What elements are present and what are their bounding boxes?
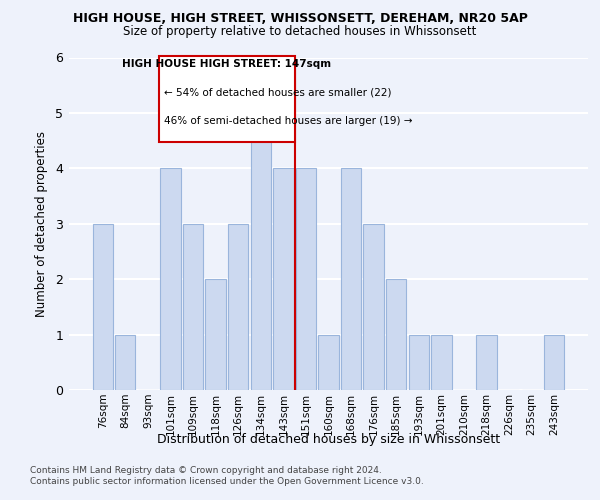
Bar — [251, 113, 271, 390]
Bar — [409, 334, 429, 390]
Bar — [115, 334, 136, 390]
Bar — [431, 334, 452, 390]
Bar — [296, 168, 316, 390]
Bar — [476, 334, 497, 390]
Text: HIGH HOUSE, HIGH STREET, WHISSONSETT, DEREHAM, NR20 5AP: HIGH HOUSE, HIGH STREET, WHISSONSETT, DE… — [73, 12, 527, 26]
Text: Contains HM Land Registry data © Crown copyright and database right 2024.: Contains HM Land Registry data © Crown c… — [30, 466, 382, 475]
Bar — [341, 168, 361, 390]
Bar — [319, 334, 338, 390]
Bar — [544, 334, 565, 390]
Text: Contains public sector information licensed under the Open Government Licence v3: Contains public sector information licen… — [30, 478, 424, 486]
Bar — [160, 168, 181, 390]
Bar — [386, 279, 406, 390]
Bar — [205, 279, 226, 390]
Bar — [228, 224, 248, 390]
FancyBboxPatch shape — [159, 56, 295, 142]
Text: 46% of semi-detached houses are larger (19) →: 46% of semi-detached houses are larger (… — [164, 116, 412, 126]
Bar — [364, 224, 384, 390]
Text: Distribution of detached houses by size in Whissonsett: Distribution of detached houses by size … — [157, 432, 500, 446]
Bar — [92, 224, 113, 390]
Text: HIGH HOUSE HIGH STREET: 147sqm: HIGH HOUSE HIGH STREET: 147sqm — [122, 59, 331, 69]
Bar — [273, 168, 293, 390]
Y-axis label: Number of detached properties: Number of detached properties — [35, 130, 49, 317]
Text: Size of property relative to detached houses in Whissonsett: Size of property relative to detached ho… — [124, 25, 476, 38]
Text: ← 54% of detached houses are smaller (22): ← 54% of detached houses are smaller (22… — [164, 88, 391, 98]
Bar — [183, 224, 203, 390]
